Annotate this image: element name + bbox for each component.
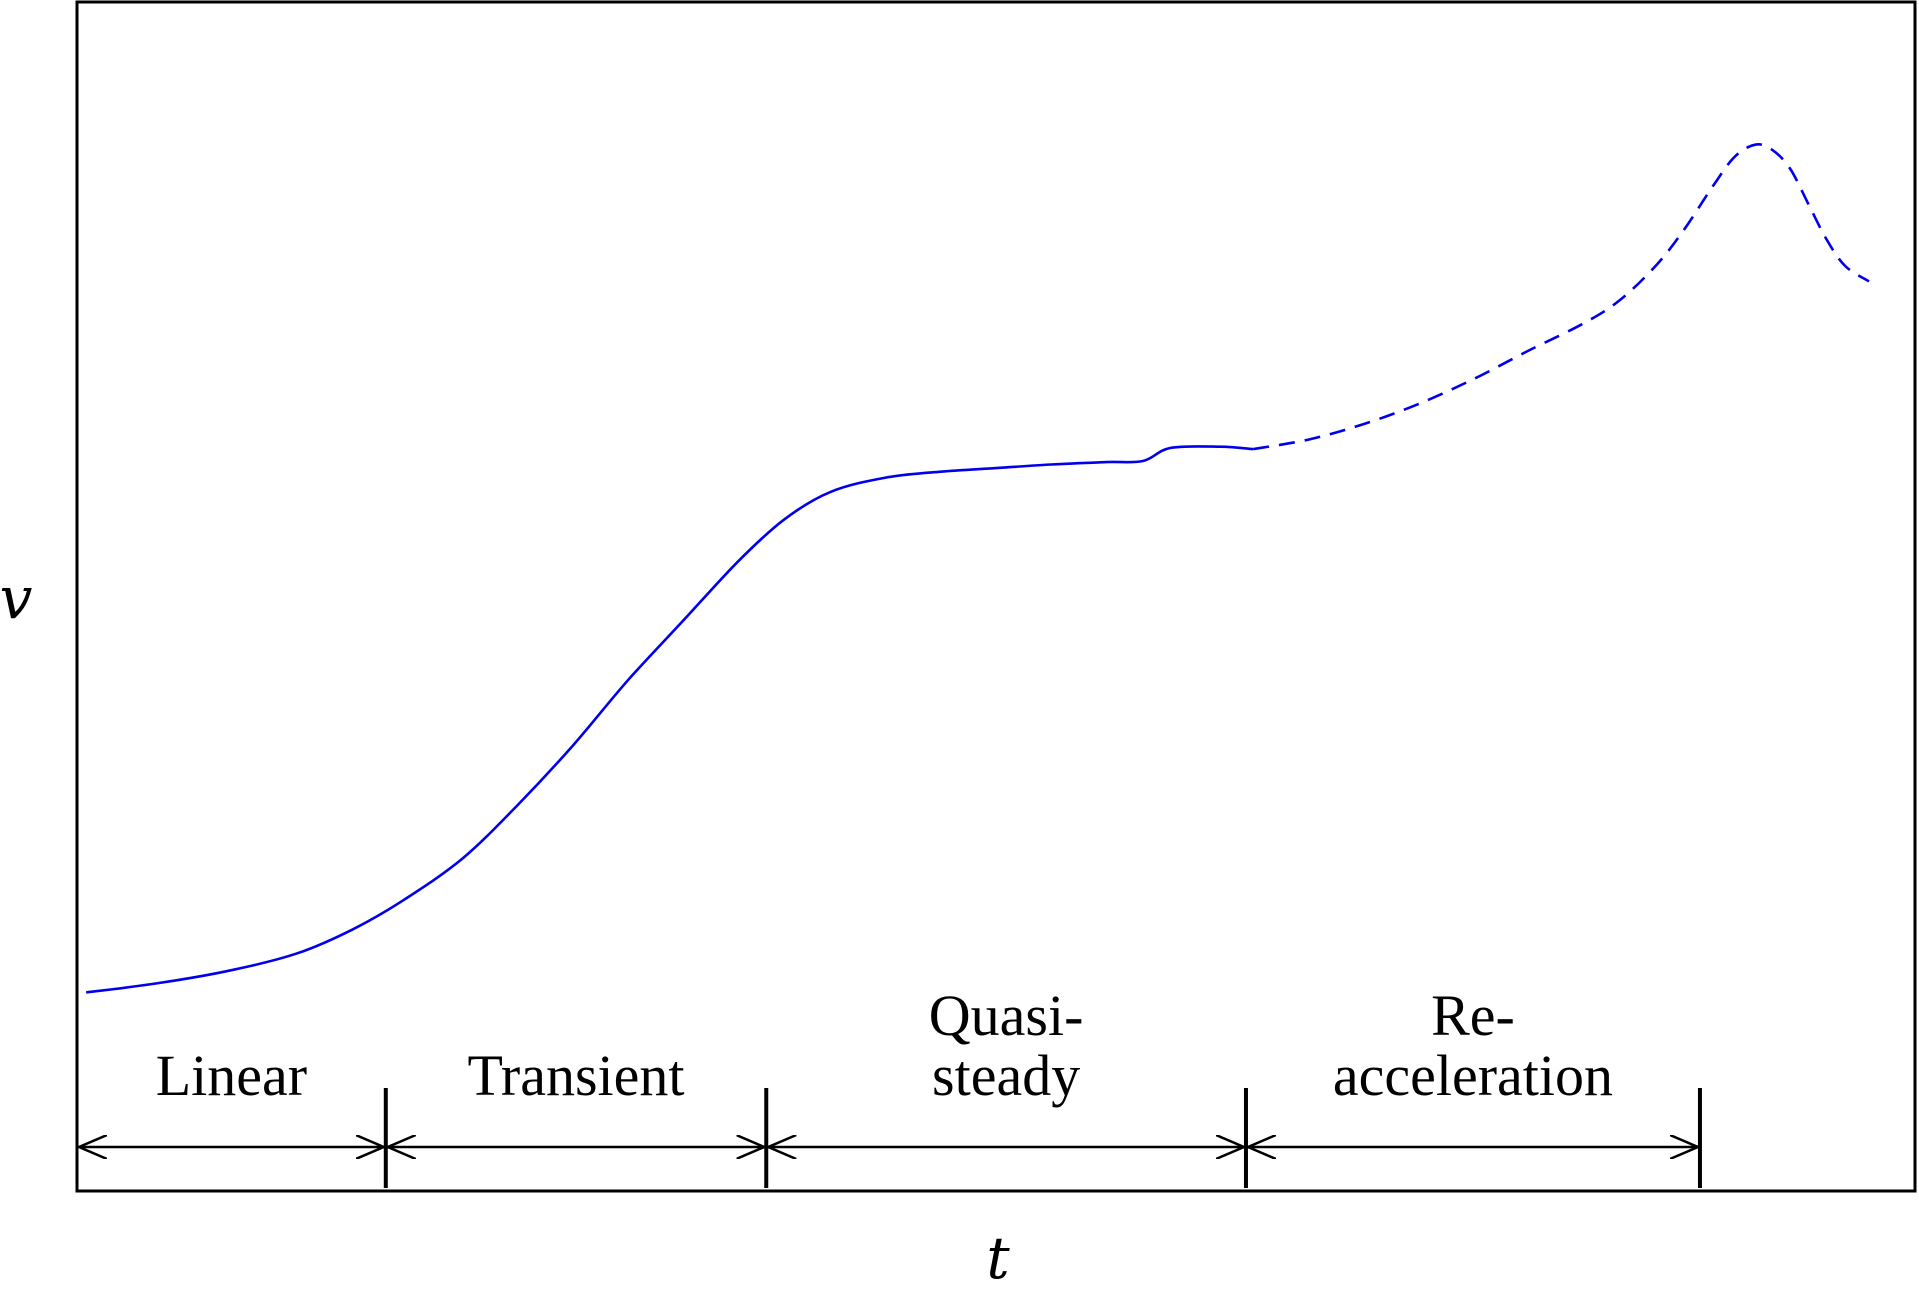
- series-line-solid: [86, 445, 1254, 994]
- phase-label: Transient: [468, 1043, 685, 1108]
- phase-label: Linear: [156, 1043, 307, 1108]
- plot-frame: [75, 0, 1917, 1193]
- phase-layer: Linear Transient Quasi-steady Re-accelerati…: [79, 983, 1702, 1188]
- phase-label: Re-: [1431, 983, 1515, 1048]
- phase-label: acceleration: [1333, 1043, 1613, 1108]
- phase-label: Quasi-: [929, 983, 1084, 1048]
- series-line-dashed: [1253, 143, 1870, 451]
- y-axis-label: v: [0, 564, 33, 632]
- phase-label: steady: [932, 1043, 1080, 1108]
- series-layer: [86, 143, 1870, 994]
- x-axis-label: t: [986, 1224, 1010, 1292]
